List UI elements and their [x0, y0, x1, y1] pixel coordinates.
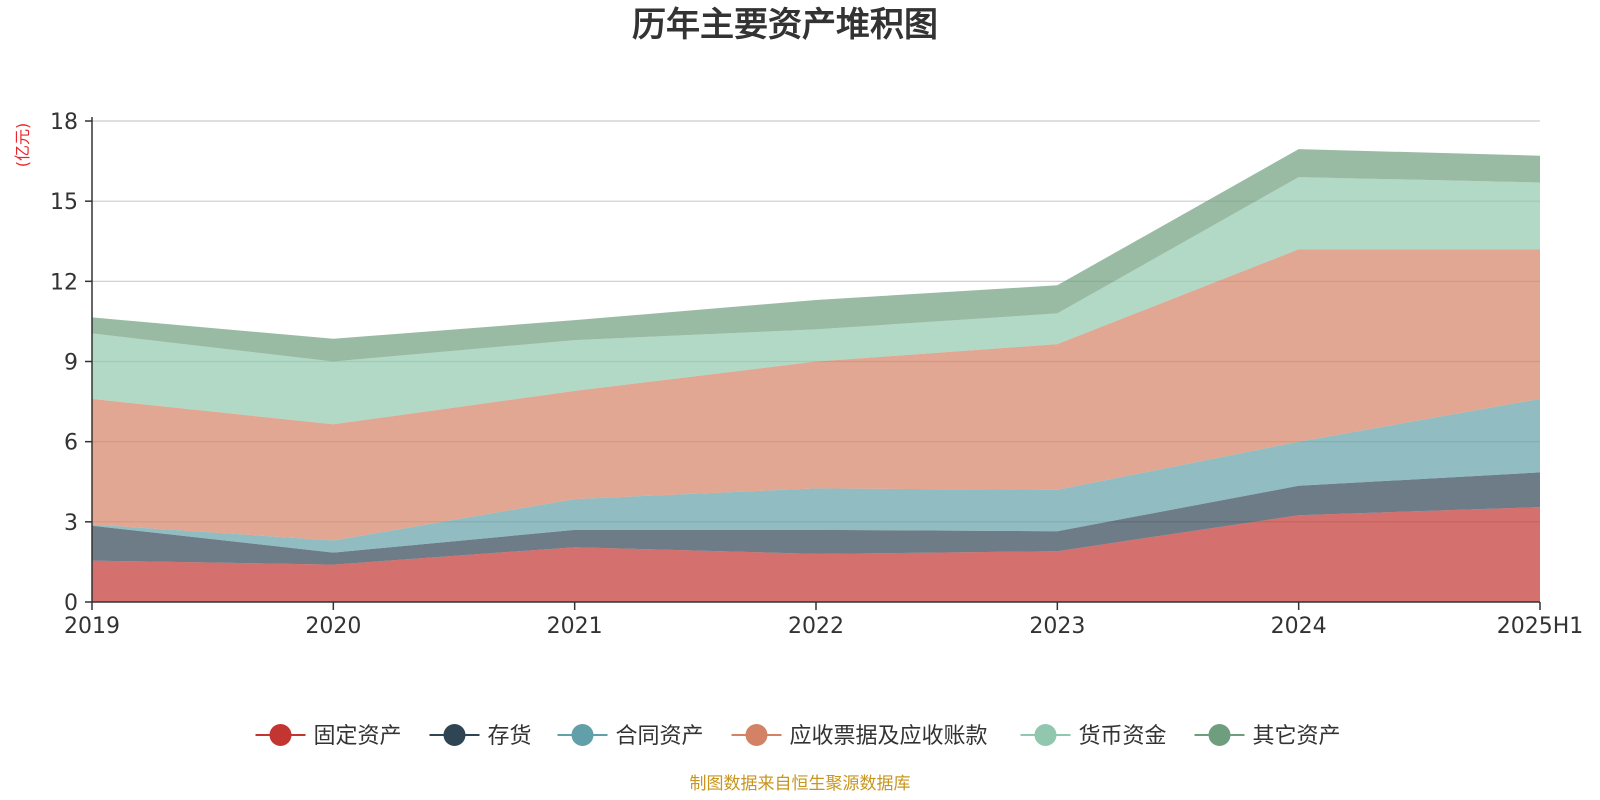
- legend-marker: [1208, 724, 1231, 746]
- area-4: [92, 249, 1540, 541]
- y-tick-label: 9: [64, 351, 78, 376]
- legend-item-6[interactable]: 其它资产: [1194, 724, 1341, 749]
- x-tick-label: 2024: [1271, 614, 1327, 639]
- legend-marker: [571, 724, 594, 746]
- x-tick-label: 2020: [305, 614, 361, 639]
- x-tick-label: 2022: [788, 614, 844, 639]
- x-tick-label: 2019: [64, 614, 120, 639]
- legend-item-2[interactable]: 存货: [429, 724, 532, 749]
- area-6: [92, 149, 1540, 362]
- legend: 固定资产 存货 合同资产 应收票据及应收账款 货币资金 其它资产: [255, 724, 1341, 749]
- area-series: [92, 149, 1540, 602]
- y-tick-label: 6: [64, 431, 78, 456]
- y-tick-label: 15: [50, 190, 78, 215]
- area-2: [92, 472, 1540, 565]
- x-tick-label: 2025H1: [1497, 614, 1584, 639]
- legend-marker: [443, 724, 466, 746]
- legend-item-3[interactable]: 合同资产: [557, 724, 704, 749]
- data-source-note: 制图数据来自恒生聚源数据库: [690, 774, 911, 794]
- legend-label: 货币资金: [1079, 724, 1167, 749]
- legend-label: 固定资产: [314, 724, 402, 749]
- area-3: [92, 398, 1540, 553]
- legend-item-4[interactable]: 应收票据及应收账款: [731, 724, 988, 749]
- x-tick-label: 2023: [1029, 614, 1085, 639]
- legend-item-1[interactable]: 固定资产: [255, 724, 402, 749]
- legend-marker: [269, 724, 292, 746]
- area-1: [92, 507, 1540, 602]
- chart-title: 历年主要资产堆积图: [632, 5, 938, 45]
- axes: 0 3 6 9 12 15 18 2019 2020 2021 2022 2023 2024 2025H1: [50, 110, 1583, 639]
- legend-marker: [745, 724, 768, 746]
- legend-label: 其它资产: [1253, 724, 1341, 749]
- y-tick-label: 0: [64, 591, 78, 616]
- legend-item-5[interactable]: 货币资金: [1020, 724, 1167, 749]
- y-tick-label: 18: [50, 110, 78, 135]
- y-tick-label: 3: [64, 511, 78, 536]
- legend-label: 合同资产: [616, 724, 704, 749]
- x-tick-label: 2021: [547, 614, 603, 639]
- y-axis-unit-label: (亿元): [13, 123, 32, 168]
- legend-marker: [1034, 724, 1057, 746]
- legend-label: 存货: [488, 724, 532, 749]
- legend-label: 应收票据及应收账款: [790, 724, 988, 749]
- y-tick-label: 12: [50, 270, 78, 295]
- area-5: [92, 177, 1540, 425]
